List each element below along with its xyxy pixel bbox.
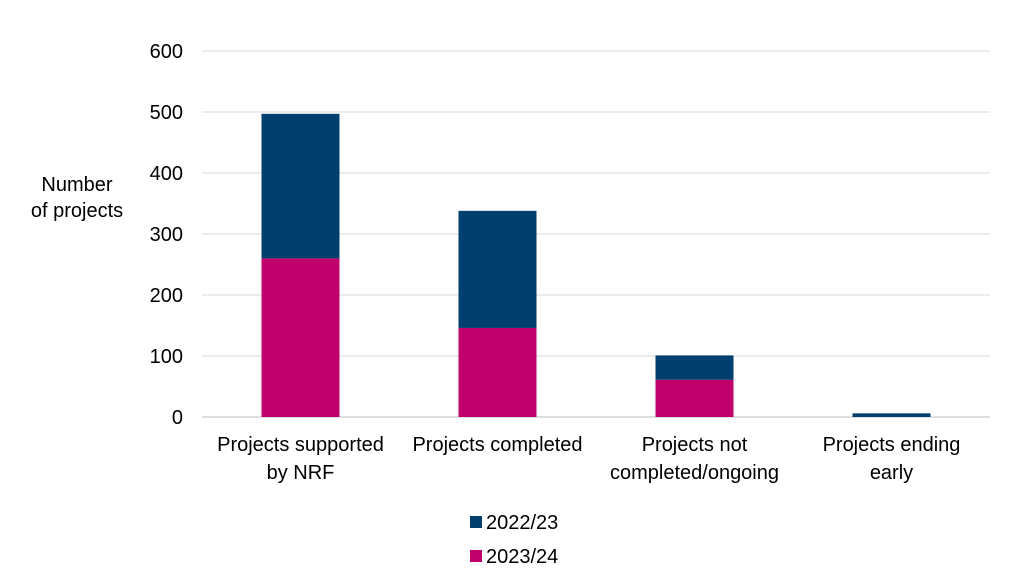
legend-label: 2023/24 — [486, 546, 558, 568]
x-category-label: Projects supported — [217, 434, 384, 456]
y-tick-label: 200 — [150, 285, 183, 307]
y-axis-ticks: 0 100 200 300 400 500 600 — [150, 41, 183, 429]
legend-label: 2022/23 — [486, 512, 558, 534]
y-tick-label: 400 — [150, 163, 183, 185]
bar-segment-2023-24 — [458, 327, 537, 417]
bar-segment-2022-23 — [261, 113, 340, 259]
bar-segment-2022-23 — [655, 355, 734, 380]
y-axis-label-line: Number — [41, 174, 112, 196]
y-axis-label-line: of projects — [31, 200, 123, 222]
x-axis-category-labels: Projects supported by NRF Projects complet… — [217, 434, 960, 484]
legend-swatch — [470, 516, 482, 528]
x-category-label: by NRF — [267, 462, 335, 484]
y-axis-label: Number of projects — [31, 174, 123, 222]
y-tick-label: 500 — [150, 102, 183, 124]
y-tick-label: 300 — [150, 224, 183, 246]
x-category-label: Projects ending — [823, 434, 961, 456]
bars — [261, 113, 931, 417]
y-tick-label: 600 — [150, 41, 183, 63]
x-category-label: completed/ongoing — [610, 462, 779, 484]
y-tick-label: 100 — [150, 346, 183, 368]
y-tick-label: 0 — [172, 407, 183, 429]
bar-segment-2023-24 — [261, 258, 340, 417]
bar-segment-2022-23 — [852, 413, 931, 417]
bar-segment-2023-24 — [655, 379, 734, 417]
bar-segment-2022-23 — [458, 210, 537, 328]
x-category-label: early — [870, 462, 913, 484]
legend: 2022/23 2023/24 — [470, 512, 558, 568]
x-category-label: Projects completed — [412, 434, 582, 456]
legend-swatch — [470, 550, 482, 562]
x-category-label: Projects not — [642, 434, 748, 456]
